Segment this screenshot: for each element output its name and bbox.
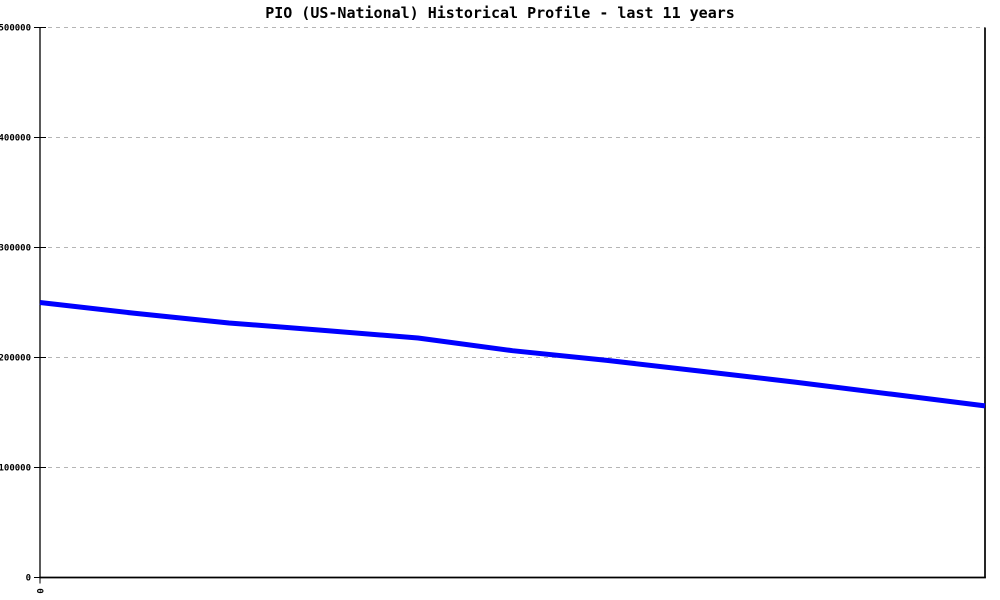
y-axis-tick-label: 100000 <box>0 464 31 474</box>
y-axis-tick-label: 500000 <box>0 24 31 34</box>
x-axis-tick-label: 0 <box>34 588 44 593</box>
y-axis-tick-label: 0 <box>26 574 31 584</box>
data-series-line <box>39 300 986 409</box>
y-axis-tick-label: 300000 <box>0 244 31 254</box>
chart-title: PIO (US-National) Historical Profile - l… <box>265 4 735 22</box>
y-axis-tick-label: 400000 <box>0 134 31 144</box>
y-axis-tick-label: 200000 <box>0 354 31 364</box>
